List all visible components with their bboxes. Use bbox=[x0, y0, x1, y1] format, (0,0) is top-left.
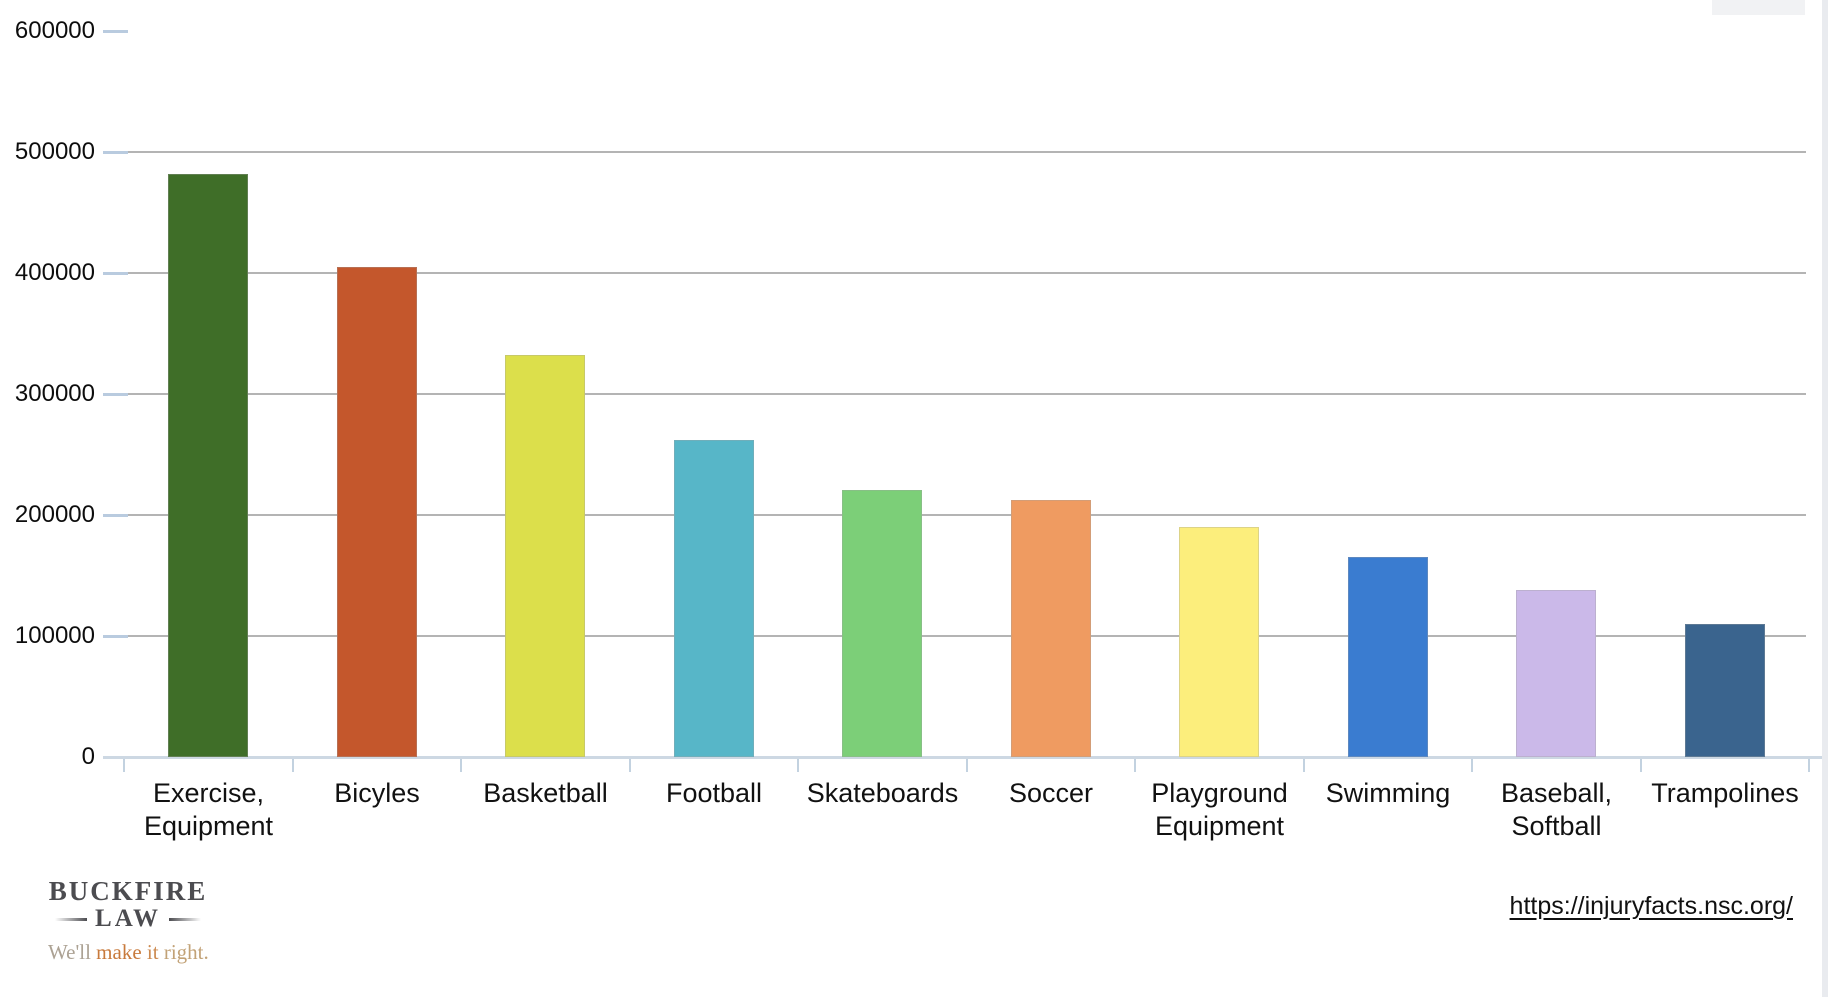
bar-skateboards bbox=[842, 490, 923, 757]
logo-sub: LAW bbox=[95, 905, 161, 932]
gridline-100000 bbox=[127, 635, 1806, 637]
bar-soccer bbox=[1010, 500, 1091, 757]
y-axis-label-300000: 300000 bbox=[14, 380, 95, 407]
logo-dash-right-icon bbox=[168, 917, 201, 921]
source-link-wrap: https://injuryfacts.nsc.org/ bbox=[1510, 892, 1793, 921]
x-axis-label-7: Swimming bbox=[1325, 778, 1451, 808]
x-tick-6 bbox=[1134, 759, 1136, 772]
x-tick-3 bbox=[628, 759, 631, 772]
x-tick-1 bbox=[291, 759, 294, 772]
y-axis-label-100000: 100000 bbox=[14, 622, 95, 649]
bar-basketball bbox=[505, 355, 586, 757]
bar-exercise-equipment bbox=[168, 174, 249, 757]
source-link[interactable]: https://injuryfacts.nsc.org/ bbox=[1509, 892, 1793, 920]
bar-playground-equipment bbox=[1179, 527, 1260, 757]
y-axis-label-400000: 400000 bbox=[14, 259, 95, 286]
y-tick-400000 bbox=[103, 272, 128, 275]
logo-name: BUCKFIRE bbox=[48, 876, 208, 906]
gridline-500000 bbox=[127, 151, 1806, 153]
y-tick-100000 bbox=[103, 635, 128, 638]
bar-football bbox=[673, 440, 754, 757]
bar-bicyles bbox=[336, 267, 417, 757]
buckfire-law-logo: BUCKFIRE LAW We'll make it right. bbox=[48, 876, 209, 965]
tagline-word1: We'll bbox=[48, 940, 91, 964]
y-tick-300000 bbox=[103, 393, 128, 396]
y-tick-500000 bbox=[103, 151, 128, 154]
y-axis-label-200000: 200000 bbox=[14, 501, 95, 528]
x-tick-9 bbox=[1639, 759, 1642, 772]
x-axis-label-6: Playground Equipment bbox=[1151, 778, 1288, 841]
tagline-word4: right. bbox=[163, 940, 209, 964]
gridline-300000 bbox=[127, 393, 1806, 395]
scrollbar-track[interactable] bbox=[1822, 0, 1828, 997]
x-axis-label-4: Skateboards bbox=[806, 778, 959, 808]
bar-swimming bbox=[1347, 557, 1428, 757]
top-right-artifact bbox=[1712, 0, 1805, 15]
bar-baseball-softball bbox=[1516, 590, 1597, 757]
x-axis-label-8: Baseball, Softball bbox=[1500, 778, 1613, 841]
x-axis-label-9: Trampolines bbox=[1651, 778, 1799, 808]
x-axis-label-0: Exercise, Equipment bbox=[143, 778, 274, 841]
y-tick-600000 bbox=[103, 30, 128, 33]
y-tick-200000 bbox=[103, 514, 128, 517]
x-tick-10 bbox=[1808, 759, 1810, 772]
y-axis-label-600000: 600000 bbox=[14, 17, 95, 44]
tagline-word2: make bbox=[96, 940, 142, 964]
x-axis-label-2: Basketball bbox=[483, 778, 608, 808]
x-axis-label-3: Football bbox=[665, 778, 763, 808]
x-tick-5 bbox=[965, 759, 968, 772]
tagline-word3: it bbox=[146, 940, 159, 964]
y-axis-label-0: 0 bbox=[81, 743, 95, 770]
x-tick-8 bbox=[1471, 759, 1473, 772]
gridline-400000 bbox=[127, 272, 1806, 274]
x-tick-7 bbox=[1302, 759, 1305, 772]
x-axis-line bbox=[103, 756, 1828, 759]
x-tick-2 bbox=[460, 759, 462, 772]
x-axis-label-1: Bicyles bbox=[334, 778, 420, 808]
x-axis-label-5: Soccer bbox=[1008, 778, 1094, 808]
logo-dash-left-icon bbox=[55, 917, 88, 921]
logo-tagline: We'll make it right. bbox=[48, 940, 209, 965]
bar-trampolines bbox=[1684, 624, 1765, 757]
x-tick-0 bbox=[123, 759, 125, 772]
logo-law-row: LAW bbox=[48, 905, 208, 933]
gridline-200000 bbox=[127, 514, 1806, 516]
x-tick-4 bbox=[797, 759, 799, 772]
y-axis-label-500000: 500000 bbox=[14, 138, 95, 165]
